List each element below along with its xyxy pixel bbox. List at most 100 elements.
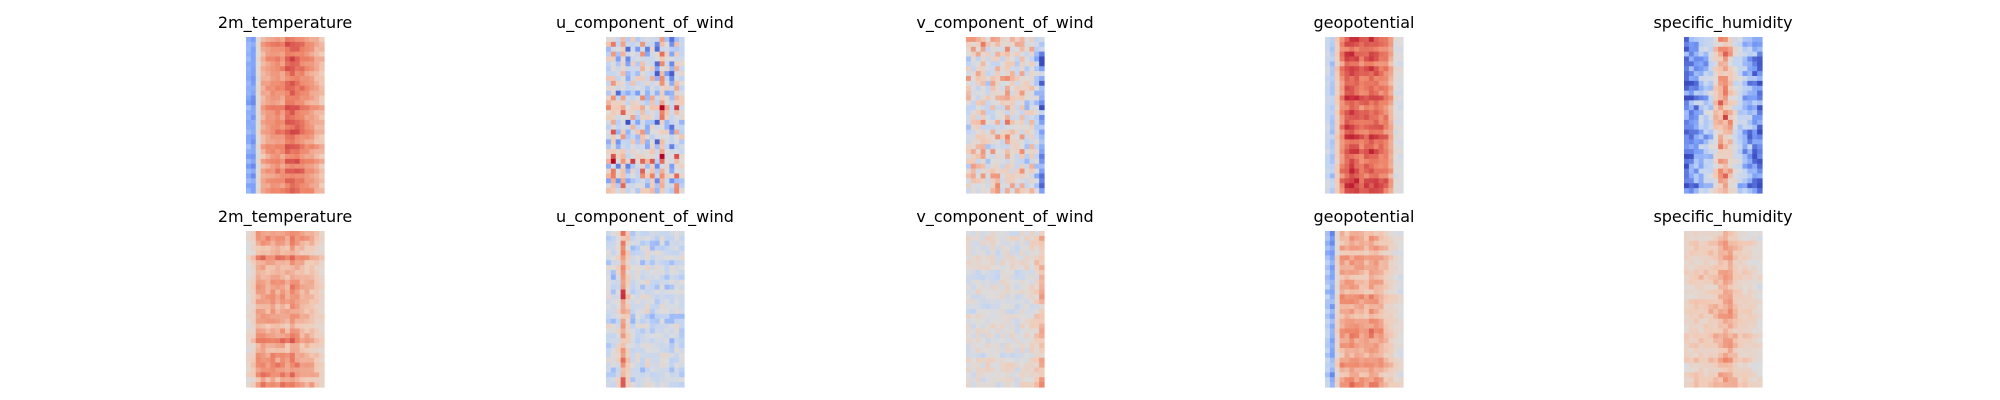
heatmap-cell (309, 183, 315, 189)
heatmap-cell (975, 158, 982, 165)
heatmap-cell (649, 338, 656, 344)
heatmap-cell (1727, 309, 1734, 315)
heatmap-cell (1359, 235, 1365, 242)
heatmap-cell (640, 134, 646, 140)
heatmap-cell (995, 338, 1001, 344)
heatmap-cell (1698, 318, 1705, 325)
heatmap-cell (1039, 299, 1045, 305)
heatmap-cell (1388, 56, 1394, 62)
heatmap-cell (255, 367, 262, 373)
heatmap-cell (669, 46, 675, 53)
heatmap-cell (294, 95, 301, 101)
heatmap-cell (1364, 183, 1370, 189)
heatmap-cell (1727, 178, 1734, 184)
heatmap-cell (679, 245, 685, 252)
heatmap-cell (625, 188, 631, 194)
heatmap-cell (1698, 309, 1705, 315)
heatmap-cell (1024, 372, 1030, 378)
heatmap-cell (270, 265, 276, 271)
heatmap-cell (1703, 333, 1709, 339)
heatmap-cell (664, 299, 670, 305)
heatmap-cell (1349, 245, 1355, 252)
heatmap-cell (659, 66, 666, 72)
heatmap-cell (1019, 158, 1026, 165)
heatmap-cell (299, 95, 306, 101)
heatmap-cell (1024, 37, 1030, 43)
heatmap-cell (669, 41, 675, 48)
heatmap-cell (1339, 299, 1346, 305)
heatmap-cell (1388, 279, 1394, 286)
heatmap-cell (630, 76, 636, 82)
heatmap-cell (1388, 144, 1394, 150)
heatmap-cell (1718, 80, 1724, 87)
heatmap-cell (1024, 41, 1030, 48)
heatmap-cell (1034, 362, 1040, 369)
heatmap-cell (625, 333, 631, 339)
heatmap-cell (975, 348, 982, 354)
heatmap-cell (255, 333, 262, 339)
heatmap-cell (1398, 41, 1404, 48)
heatmap-cell (1383, 279, 1389, 286)
heatmap-cell (1325, 119, 1331, 126)
heatmap-cell (606, 76, 612, 82)
heatmap-cell (1378, 377, 1385, 383)
heatmap-cell (250, 61, 257, 67)
heatmap-cell (980, 357, 987, 364)
heatmap-cell (280, 80, 286, 87)
heatmap-cell (1039, 144, 1045, 150)
heatmap-cell (625, 270, 631, 276)
heatmap-cell (304, 328, 310, 334)
heatmap-cell (1364, 372, 1370, 378)
heatmap-cell (606, 173, 612, 179)
heatmap-cell (1718, 183, 1724, 189)
heatmap-cell (270, 129, 276, 136)
heatmap-cell (990, 357, 996, 364)
heatmap-cell (669, 382, 675, 388)
heatmap-cell (1684, 119, 1690, 126)
heatmap-cell (1339, 168, 1346, 175)
heatmap-cell (1359, 372, 1365, 378)
heatmap-cell (1393, 129, 1399, 136)
heatmap-cell (1727, 163, 1734, 170)
heatmap-cell (1737, 313, 1744, 320)
heatmap-cell (645, 309, 651, 315)
heatmap-cell (1688, 154, 1695, 160)
heatmap-cell (1398, 352, 1404, 359)
heatmap-cell (606, 260, 612, 266)
heatmap-cell (1393, 168, 1399, 175)
heatmap-cell (980, 41, 987, 48)
heatmap-cell (610, 313, 617, 320)
heatmap-cell (280, 294, 286, 300)
heatmap-cell (1329, 119, 1336, 126)
heatmap-cell (1684, 274, 1690, 281)
heatmap-cell (1383, 144, 1389, 150)
heatmap-cell (319, 382, 325, 388)
heatmap-cell (1752, 46, 1758, 53)
heatmap-cell (255, 338, 262, 344)
heatmap-cell (255, 304, 262, 310)
heatmap-cell (1378, 362, 1385, 369)
heatmap-cell (630, 163, 636, 170)
heatmap-cell (615, 158, 622, 165)
heatmap-cell (1727, 154, 1734, 160)
heatmap-cell (966, 338, 972, 344)
heatmap-cell (1693, 37, 1700, 43)
heatmap-cell (1393, 279, 1399, 286)
heatmap-cell (1713, 270, 1719, 276)
heatmap-cell (1029, 100, 1035, 106)
heatmap-cell (1742, 71, 1748, 77)
heatmap-cell (1703, 289, 1709, 295)
heatmap-cell (260, 289, 267, 295)
heatmap-cell (669, 85, 675, 92)
heatmap-cell (1000, 255, 1006, 261)
heatmap-cell (1000, 61, 1006, 67)
heatmap-cell (1019, 178, 1026, 184)
heatmap-cell (1000, 289, 1006, 295)
heatmap-cell (265, 37, 271, 43)
heatmap-cell (679, 294, 685, 300)
heatmap-cell (1398, 119, 1404, 126)
heatmap-cell (1723, 240, 1729, 247)
heatmap-cell (1005, 294, 1011, 300)
heatmap-cell (1354, 119, 1360, 126)
heatmap-cell (1742, 46, 1748, 53)
